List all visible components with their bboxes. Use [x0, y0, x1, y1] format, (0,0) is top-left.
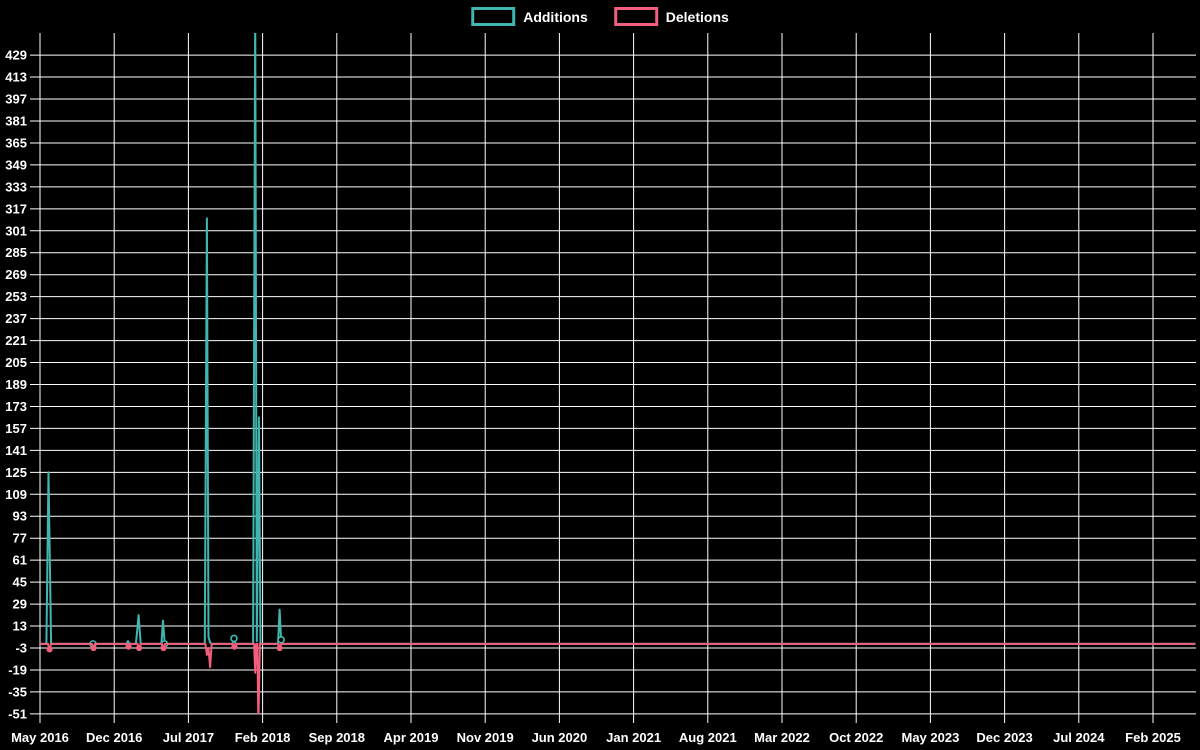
y-axis-tick-label: 429	[5, 48, 27, 63]
x-axis-tick-label: Feb 2018	[235, 730, 291, 745]
y-axis-tick-label: 349	[5, 157, 27, 172]
x-axis-tick-label: May 2016	[11, 730, 69, 745]
chart-legend: Additions Deletions	[471, 7, 729, 26]
y-axis-tick-label: 157	[5, 421, 27, 436]
y-axis-tick-label: 61	[13, 553, 27, 568]
deletions-swatch-icon	[613, 7, 658, 26]
y-axis-tick-label: 109	[5, 487, 27, 502]
x-axis-tick-label: Apr 2019	[384, 730, 439, 745]
y-axis-tick-label: -51	[8, 706, 27, 721]
y-axis-tick-label: 397	[5, 92, 27, 107]
y-axis-tick-label: 13	[13, 619, 27, 634]
deletions-point-marker	[125, 643, 132, 650]
y-axis-tick-label: 45	[13, 575, 27, 590]
x-axis-tick-label: May 2023	[901, 730, 959, 745]
x-axis-tick-label: Jun 2020	[532, 730, 588, 745]
deletions-point-marker	[276, 644, 283, 652]
deletions-point-marker	[160, 644, 167, 652]
y-axis-tick-label: 29	[13, 597, 27, 612]
additions-swatch-icon	[471, 7, 516, 26]
y-axis-tick-label: 93	[13, 509, 27, 524]
x-axis-tick-label: Aug 2021	[679, 730, 737, 745]
deletions-point-marker	[136, 644, 143, 652]
y-axis-tick-label: 317	[5, 201, 27, 216]
deletions-point-marker	[46, 646, 53, 653]
y-axis-tick-label: 269	[5, 267, 27, 282]
y-axis-tick-label: 125	[5, 465, 27, 480]
additions-point-marker	[230, 634, 238, 643]
legend-item-additions[interactable]: Additions	[471, 7, 588, 26]
y-axis-tick-label: 221	[5, 333, 27, 348]
y-axis-tick-label: 381	[5, 113, 27, 128]
y-axis-tick-label: 205	[5, 355, 27, 370]
y-axis-tick-label: 301	[5, 223, 27, 238]
legend-item-deletions[interactable]: Deletions	[613, 7, 729, 26]
y-axis-tick-label: -19	[8, 662, 27, 677]
y-axis-tick-label: 413	[5, 70, 27, 85]
y-axis-tick-label: 253	[5, 289, 27, 304]
additions-line	[40, 33, 1196, 645]
x-axis-tick-label: Jul 2024	[1053, 730, 1105, 745]
additions-point-marker	[277, 635, 285, 644]
x-axis-tick-label: Jul 2017	[163, 730, 214, 745]
deletions-point-marker	[90, 644, 97, 652]
deletions-line	[40, 642, 1196, 714]
x-axis-tick-label: Jan 2021	[606, 730, 661, 745]
y-axis-tick-label: 173	[5, 399, 27, 414]
y-axis-tick-label: 237	[5, 311, 27, 326]
x-axis-tick-label: Nov 2019	[457, 730, 514, 745]
x-axis-tick-label: Dec 2016	[86, 730, 142, 745]
y-axis-tick-label: 285	[5, 245, 27, 260]
legend-label-deletions: Deletions	[665, 8, 729, 25]
y-axis-tick-label: 333	[5, 179, 27, 194]
y-axis-tick-label: 141	[5, 443, 27, 458]
y-axis-tick-label: -35	[8, 684, 27, 699]
legend-label-additions: Additions	[523, 8, 588, 25]
x-axis-tick-label: Mar 2022	[754, 730, 810, 745]
x-axis-tick-label: Feb 2025	[1125, 730, 1181, 745]
deletions-point-marker	[231, 643, 238, 650]
x-axis-tick-label: Dec 2023	[976, 730, 1032, 745]
y-axis-tick-label: -3	[15, 641, 27, 656]
y-axis-tick-label: 189	[5, 377, 27, 392]
x-axis-tick-label: Sep 2018	[309, 730, 365, 745]
y-axis-tick-label: 77	[13, 531, 27, 546]
x-axis-tick-label: Oct 2022	[829, 730, 883, 745]
y-axis-tick-label: 365	[5, 135, 27, 150]
